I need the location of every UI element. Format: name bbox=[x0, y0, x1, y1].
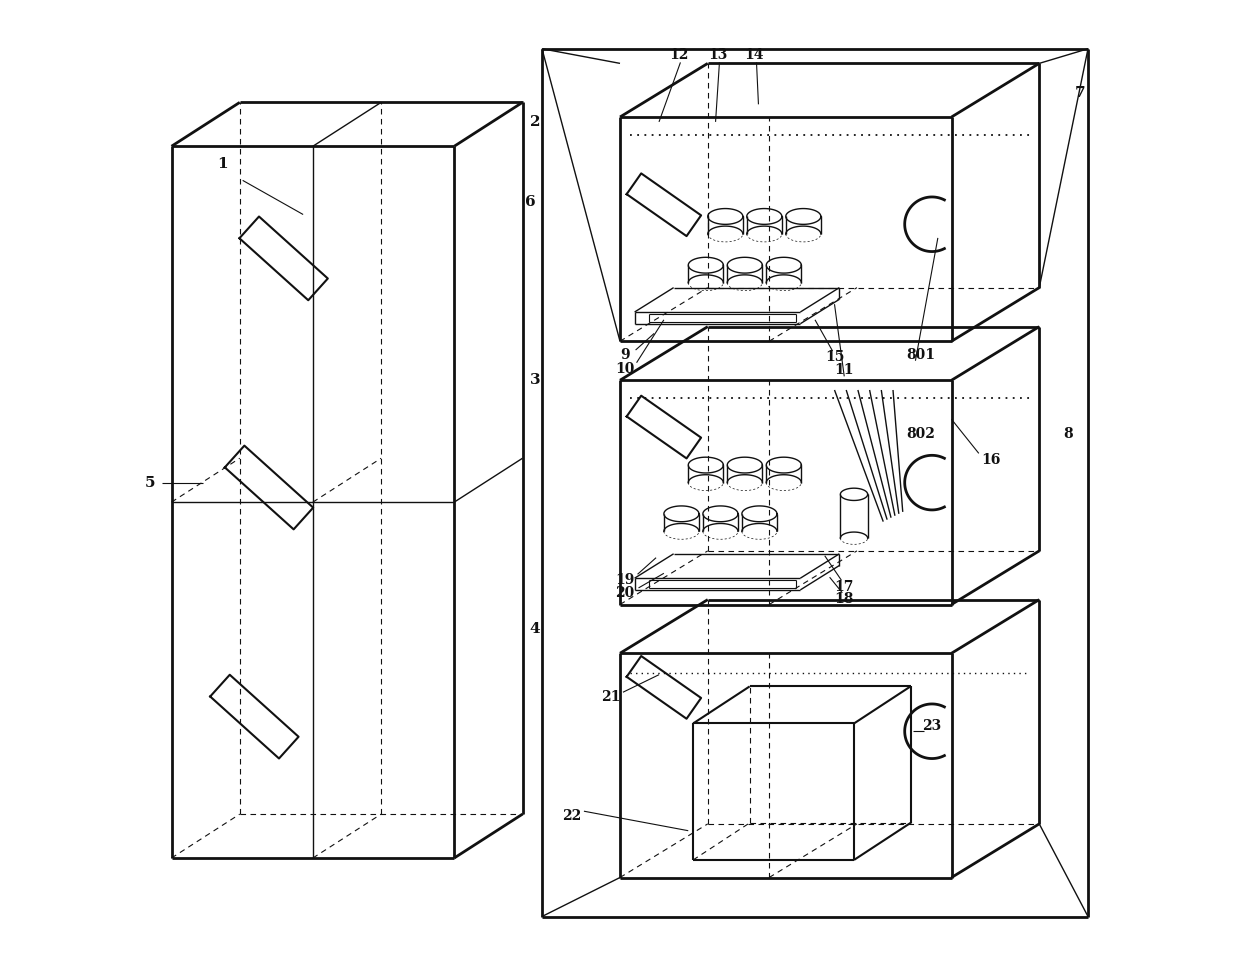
Text: 22: 22 bbox=[562, 809, 580, 823]
Text: 17: 17 bbox=[835, 580, 854, 594]
Text: 3: 3 bbox=[529, 373, 541, 387]
Text: 802: 802 bbox=[906, 427, 935, 441]
Text: 1: 1 bbox=[217, 157, 227, 171]
Text: 20: 20 bbox=[615, 586, 635, 600]
Text: 2: 2 bbox=[529, 115, 541, 129]
Text: 11: 11 bbox=[835, 364, 854, 377]
Text: 16: 16 bbox=[981, 453, 1001, 467]
Text: 6: 6 bbox=[525, 195, 536, 209]
Text: 18: 18 bbox=[835, 592, 854, 605]
Text: 12: 12 bbox=[668, 48, 688, 61]
Text: 13: 13 bbox=[708, 48, 727, 61]
Text: 801: 801 bbox=[905, 348, 935, 362]
Text: 4: 4 bbox=[529, 622, 541, 636]
Text: 21: 21 bbox=[600, 690, 620, 704]
Text: 10: 10 bbox=[615, 362, 635, 375]
Text: 14: 14 bbox=[744, 48, 764, 61]
Text: 19: 19 bbox=[615, 573, 635, 587]
Text: 9: 9 bbox=[620, 348, 630, 362]
Text: 15: 15 bbox=[825, 350, 844, 364]
Text: 5: 5 bbox=[145, 476, 155, 489]
Text: 23: 23 bbox=[923, 720, 941, 733]
Text: 7: 7 bbox=[1075, 86, 1085, 99]
Text: 8: 8 bbox=[1064, 427, 1074, 441]
